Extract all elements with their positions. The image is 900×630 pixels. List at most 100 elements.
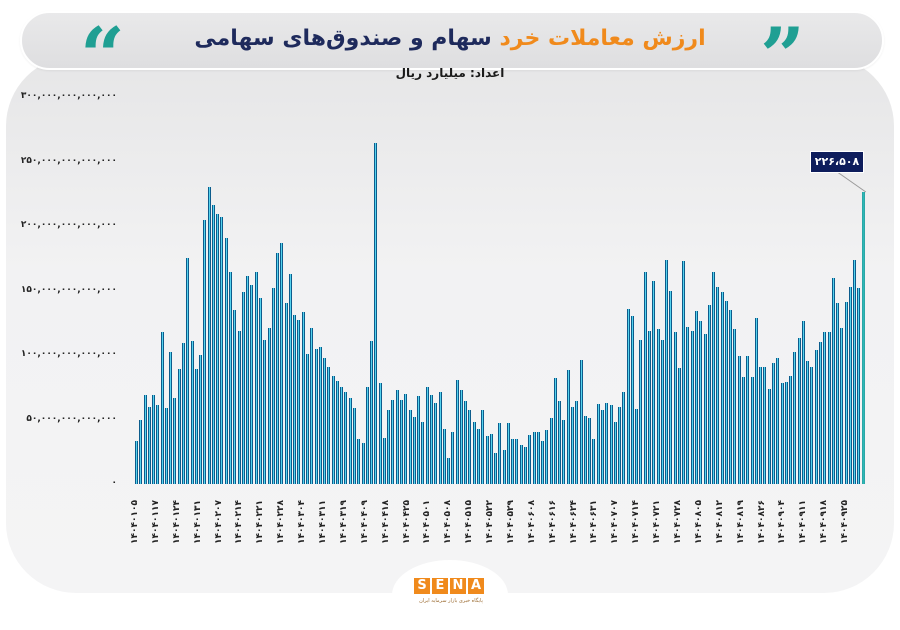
y-tick-label: ۲۰۰,۰۰۰,۰۰۰,۰۰۰,۰۰۰	[20, 220, 117, 230]
bar	[434, 402, 438, 484]
bar	[605, 402, 609, 484]
bar	[297, 320, 301, 484]
bar	[417, 396, 421, 484]
bar	[652, 281, 656, 484]
bar	[361, 442, 365, 484]
y-tick-label: ۳۰۰,۰۰۰,۰۰۰,۰۰۰,۰۰۰	[20, 91, 117, 101]
bar	[703, 334, 707, 484]
bar	[489, 433, 493, 484]
bar	[468, 410, 472, 484]
bar	[498, 423, 502, 484]
x-tick-label: ۱۴۰۴۰۲۱۴	[234, 500, 245, 544]
x-tick-label: ۱۴۰۴۰۲۲۱	[255, 500, 266, 544]
bar	[524, 446, 527, 484]
bar	[186, 258, 190, 484]
bar	[451, 432, 455, 484]
bar	[190, 340, 194, 484]
last-value-callout: ۲۲۶،۵۰۸	[810, 151, 864, 173]
x-tick-label: ۱۴۰۴۰۷۲۸	[673, 500, 684, 544]
bar	[579, 360, 583, 484]
bar	[861, 191, 865, 484]
bar	[169, 352, 173, 484]
bar	[447, 458, 451, 484]
y-tick-label: ۰	[111, 478, 117, 488]
x-tick-label: ۱۴۰۴۰۶۳۱	[589, 500, 600, 544]
bar	[771, 362, 775, 484]
x-tick-label: ۱۴۰۴۰۱۱۷	[150, 500, 161, 544]
bar	[310, 327, 314, 484]
bar	[780, 383, 784, 484]
bar	[139, 419, 143, 484]
bar	[267, 327, 271, 484]
bar	[211, 205, 215, 484]
bar	[669, 290, 673, 484]
x-tick-label: ۱۴۰۴۰۹۲۵	[840, 500, 851, 544]
bar	[643, 272, 647, 484]
x-tick-label: ۱۴۰۴۰۷۱۴	[631, 500, 642, 544]
x-tick-label: ۱۴۰۴۰۵۱۵	[464, 500, 475, 544]
bar	[314, 348, 318, 484]
bar	[331, 375, 335, 484]
bar	[716, 286, 720, 484]
bar	[459, 389, 463, 484]
x-tick-label: ۱۴۰۴۰۱۳۱	[192, 500, 203, 544]
bar	[673, 331, 677, 484]
bar	[323, 357, 327, 484]
bar	[622, 392, 626, 484]
bar	[656, 329, 660, 484]
bar	[789, 375, 793, 484]
bar	[203, 219, 207, 484]
bar	[814, 349, 818, 484]
bar	[476, 428, 480, 484]
bar	[566, 370, 570, 484]
bar	[353, 407, 357, 484]
bar	[630, 316, 634, 484]
bar	[370, 340, 374, 484]
y-tick-label: ۵۰,۰۰۰,۰۰۰,۰۰۰,۰۰۰	[26, 413, 117, 424]
bar	[301, 312, 305, 484]
bar	[425, 387, 429, 484]
bar	[639, 339, 643, 484]
bar	[677, 367, 681, 484]
x-tick-label: ۱۴۰۴۰۴۱۸	[380, 500, 391, 544]
bar	[823, 331, 827, 484]
bar	[357, 438, 361, 484]
bar	[455, 379, 459, 484]
bar	[818, 342, 822, 484]
bar	[562, 419, 566, 484]
bar	[583, 415, 587, 484]
bar	[199, 355, 203, 484]
x-tick-label: ۱۴۰۴۰۵۰۸	[443, 500, 454, 544]
bar	[293, 315, 297, 484]
bar	[665, 259, 669, 484]
x-tick-label: ۱۴۰۴۰۷۰۷	[610, 500, 621, 544]
x-tick-label: ۱۴۰۴۰۳۱۱	[317, 500, 328, 544]
bar	[511, 438, 515, 484]
x-tick-label: ۱۴۰۴۰۶۲۴	[568, 500, 579, 544]
bar	[177, 369, 181, 484]
bar	[143, 395, 147, 484]
bar	[836, 303, 840, 484]
open-quote-icon: “	[80, 11, 125, 102]
bar	[348, 397, 352, 484]
bar	[754, 317, 758, 484]
bar	[545, 429, 549, 484]
x-tick-label: ۱۴۰۴۰۳۱۹	[338, 500, 349, 544]
bar	[254, 272, 258, 484]
bar	[575, 401, 579, 484]
bar	[742, 376, 746, 484]
bar	[318, 347, 322, 484]
x-tick-label: ۱۴۰۴۰۸۱۲	[714, 500, 725, 544]
footer-logo-bubble	[392, 560, 508, 630]
x-tick-label: ۱۴۰۴۰۶۱۶	[547, 500, 558, 544]
bar	[733, 329, 737, 484]
chart-title-accent: ارزش معاملات خرد	[499, 26, 706, 51]
bar	[618, 406, 622, 484]
bar	[233, 309, 237, 484]
bar	[592, 438, 596, 484]
bar	[750, 376, 754, 484]
bar	[596, 404, 600, 484]
bar	[152, 395, 156, 484]
bar	[271, 287, 275, 484]
